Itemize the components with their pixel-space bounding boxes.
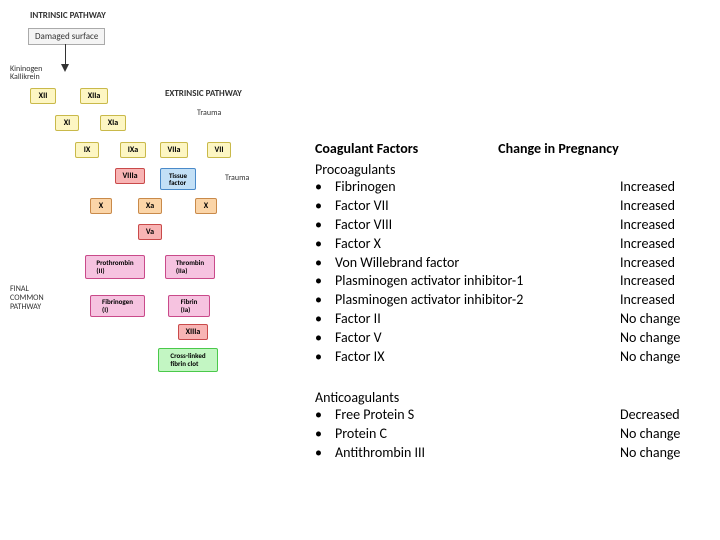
factor-name: Von Willebrand factor xyxy=(335,254,620,273)
table-header: Coagulant Factors Change in Pregnancy xyxy=(315,140,710,157)
bullet: • xyxy=(315,310,335,329)
factor-name: Factor VIII xyxy=(335,216,620,235)
kininogen-label: KininogenKallikrein xyxy=(10,65,42,81)
fibr-box: Fibrin (Ia) xyxy=(168,295,210,317)
bullet: • xyxy=(315,348,335,367)
coagulation-diagram: INTRINSIC PATHWAY Damaged surface Kinino… xyxy=(10,10,310,380)
list-item: •Factor VIIIncreased xyxy=(315,197,710,216)
fib-box: Fibrinogen (I) xyxy=(90,295,145,317)
list-item: •FibrinogenIncreased xyxy=(315,178,710,197)
header-right: Change in Pregnancy xyxy=(498,140,619,157)
change-value: Increased xyxy=(620,216,710,235)
damaged-label: Damaged surface xyxy=(28,28,105,45)
xia-box: XIa xyxy=(100,115,126,131)
factor-name: Factor IX xyxy=(335,348,620,367)
list-item: •Factor VIIIIncreased xyxy=(315,216,710,235)
bullet: • xyxy=(315,329,335,348)
procoagulants-list: •FibrinogenIncreased•Factor VIIIncreased… xyxy=(315,178,710,367)
factor-name: Fibrinogen xyxy=(335,178,620,197)
x2-box: X xyxy=(195,198,217,214)
factor-name: Plasminogen activator inhibitor-2 xyxy=(335,291,620,310)
list-item: •Factor VNo change xyxy=(315,329,710,348)
trauma1-label: Trauma xyxy=(197,108,221,118)
list-item: •Plasminogen activator inhibitor-1Increa… xyxy=(315,272,710,291)
factor-name: Protein C xyxy=(335,425,620,444)
extrinsic-label: EXTRINSIC PATHWAY xyxy=(165,88,242,99)
change-value: Increased xyxy=(620,291,710,310)
factor-name: Antithrombin III xyxy=(335,444,620,463)
change-value: No change xyxy=(620,348,710,367)
ix-box: IX xyxy=(75,142,99,158)
bullet: • xyxy=(315,216,335,235)
change-value: Increased xyxy=(620,254,710,273)
thr-box: Thrombin (IIa) xyxy=(165,255,215,279)
list-item: •Free Protein SDecreased xyxy=(315,406,710,425)
list-item: •Antithrombin IIINo change xyxy=(315,444,710,463)
list-item: •Plasminogen activator inhibitor-2Increa… xyxy=(315,291,710,310)
procoagulants-header: Procoagulants xyxy=(315,161,710,178)
xii-box: XII xyxy=(30,88,56,104)
bullet: • xyxy=(315,272,335,291)
factor-name: Factor X xyxy=(335,235,620,254)
trauma2-label: Trauma xyxy=(225,173,249,183)
factor-name: Factor VII xyxy=(335,197,620,216)
bullet: • xyxy=(315,444,335,463)
anticoagulants-header: Anticoagulants xyxy=(315,389,710,406)
viia-box: VIIa xyxy=(160,142,188,158)
list-item: •Protein CNo change xyxy=(315,425,710,444)
change-value: No change xyxy=(620,310,710,329)
tf-box: Tissue factor xyxy=(160,168,196,190)
change-value: Increased xyxy=(620,178,710,197)
xi-box: XI xyxy=(55,115,79,131)
anticoagulants-list: •Free Protein SDecreased•Protein CNo cha… xyxy=(315,406,710,463)
list-item: •Von Willebrand factorIncreased xyxy=(315,254,710,273)
xiiia-box: XIIIa xyxy=(178,324,208,340)
factor-name: Factor V xyxy=(335,329,620,348)
bullet: • xyxy=(315,406,335,425)
final-label: FINAL COMMON PATHWAY xyxy=(10,285,44,311)
change-value: Decreased xyxy=(620,406,710,425)
bullet: • xyxy=(315,425,335,444)
clot-box: Cross-linked fibrin clot xyxy=(158,348,218,372)
pro-box: Prothrombin (II) xyxy=(85,255,145,279)
list-item: •Factor XIncreased xyxy=(315,235,710,254)
change-value: Increased xyxy=(620,272,710,291)
intrinsic-label: INTRINSIC PATHWAY xyxy=(30,10,106,21)
x1-box: X xyxy=(90,198,112,214)
vii-box: VII xyxy=(207,142,231,158)
header-left: Coagulant Factors xyxy=(315,140,495,157)
change-value: No change xyxy=(620,329,710,348)
viiia-box: VIIIa xyxy=(115,168,145,184)
ixa-box: IXa xyxy=(120,142,146,158)
list-item: •Factor IXNo change xyxy=(315,348,710,367)
xa-box: Xa xyxy=(138,198,162,214)
change-value: Increased xyxy=(620,235,710,254)
va-box: Va xyxy=(138,224,162,240)
bullet: • xyxy=(315,197,335,216)
change-value: No change xyxy=(620,425,710,444)
change-value: Increased xyxy=(620,197,710,216)
xiia-box: XIIa xyxy=(80,88,108,104)
bullet: • xyxy=(315,291,335,310)
bullet: • xyxy=(315,254,335,273)
list-item: •Factor IINo change xyxy=(315,310,710,329)
factor-name: Plasminogen activator inhibitor-1 xyxy=(335,272,620,291)
bullet: • xyxy=(315,235,335,254)
bullet: • xyxy=(315,178,335,197)
coagulant-table: Coagulant Factors Change in Pregnancy Pr… xyxy=(315,140,710,463)
change-value: No change xyxy=(620,444,710,463)
factor-name: Free Protein S xyxy=(335,406,620,425)
factor-name: Factor II xyxy=(335,310,620,329)
